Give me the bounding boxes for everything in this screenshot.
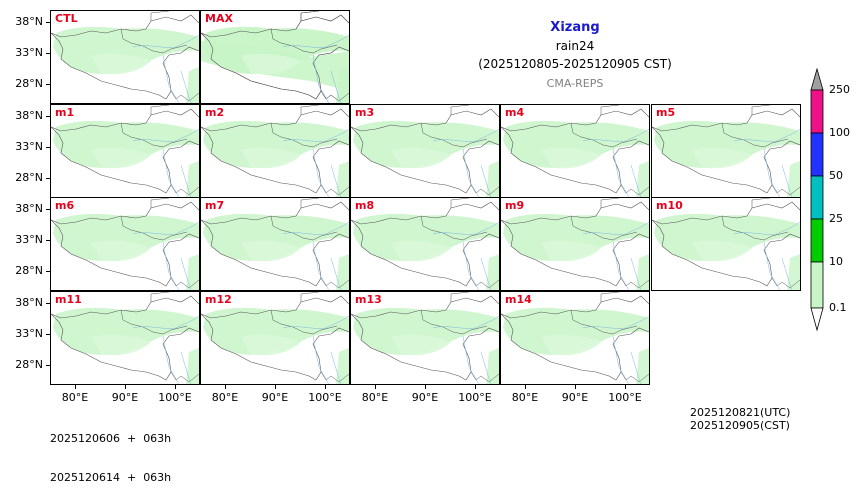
panel-m14: m14 (500, 291, 650, 385)
ytick-label: 28°N (15, 77, 43, 90)
panel-label: m1 (55, 106, 75, 119)
ytick-label: 38°N (15, 109, 43, 122)
panel-ctl: CTL (50, 10, 200, 104)
xtick-label: 100°E (608, 391, 642, 404)
xtick-label: 100°E (308, 391, 342, 404)
panel-m4: m4 (500, 104, 650, 198)
panel-label: m5 (656, 106, 676, 119)
panel-label: m3 (355, 106, 375, 119)
panel-m9: m9 (500, 197, 650, 291)
panel-m7: m7 (200, 197, 350, 291)
region-title: Xizang (550, 20, 600, 35)
source-title: CMA-REPS (546, 77, 604, 90)
map-plot (201, 11, 349, 103)
panel-label: m7 (205, 199, 225, 212)
panel-label: m13 (355, 293, 382, 306)
chart-title: Xizang rain24 (2025120805-2025120905 CST… (440, 20, 710, 92)
init-info: 2025120606 + 063h 2025120614 + 063h (50, 406, 171, 497)
ytick-label: 33°N (15, 140, 43, 153)
xtick-label: 80°E (61, 391, 89, 404)
ytick-label: 38°N (15, 202, 43, 215)
xtick-label: 90°E (261, 391, 289, 404)
xtick-label: 90°E (411, 391, 439, 404)
colorbar-label: 50 (829, 169, 843, 182)
panel-label: m10 (656, 199, 683, 212)
period-title: (2025120805-2025120905 CST) (478, 57, 672, 71)
colorbar-label: 25 (829, 212, 843, 225)
xtick-label: 80°E (211, 391, 239, 404)
panel-max: MAX (200, 10, 350, 104)
panel-m1: m1 (50, 104, 200, 198)
panel-label: CTL (55, 12, 78, 25)
panel-m5: m5 (651, 104, 801, 198)
panel-label: m4 (505, 106, 525, 119)
panel-m3: m3 (350, 104, 500, 198)
colorbar-label: 0.1 (829, 301, 847, 314)
panel-label: m2 (205, 106, 225, 119)
panel-m8: m8 (350, 197, 500, 291)
init-line-1: 2025120606 + 063h (50, 432, 172, 445)
ytick-label: 33°N (15, 46, 43, 59)
panel-m11: m11 (50, 291, 200, 385)
panel-label: m14 (505, 293, 532, 306)
xtick-label: 100°E (458, 391, 492, 404)
ytick-label: 28°N (15, 358, 43, 371)
xtick-label: 90°E (111, 391, 139, 404)
panel-label: m6 (55, 199, 75, 212)
panel-label: m8 (355, 199, 375, 212)
colorbar-label: 10 (829, 255, 843, 268)
panel-m13: m13 (350, 291, 500, 385)
variable-title: rain24 (555, 39, 595, 53)
colorbar-label: 250 (829, 83, 850, 96)
xtick-label: 80°E (511, 391, 539, 404)
panel-label: MAX (205, 12, 233, 25)
panel-m10: m10 (651, 197, 801, 291)
valid-cst: 2025120905(CST) (690, 419, 790, 432)
init-line-2: 2025120614 + 063h (50, 471, 172, 484)
ytick-label: 38°N (15, 296, 43, 309)
panel-m12: m12 (200, 291, 350, 385)
panel-label: m12 (205, 293, 232, 306)
ytick-label: 28°N (15, 171, 43, 184)
xtick-label: 80°E (361, 391, 389, 404)
colorbar-label: 100 (829, 126, 850, 139)
ytick-label: 38°N (15, 15, 43, 28)
xtick-label: 90°E (561, 391, 589, 404)
panel-label: m9 (505, 199, 525, 212)
xtick-label: 100°E (158, 391, 192, 404)
valid-utc: 2025120821(UTC) (690, 406, 791, 419)
colorbar (810, 68, 824, 332)
panel-m6: m6 (50, 197, 200, 291)
ytick-label: 33°N (15, 233, 43, 246)
ytick-label: 33°N (15, 327, 43, 340)
panel-m2: m2 (200, 104, 350, 198)
valid-info: 2025120821(UTC) 2025120905(CST) (690, 406, 790, 432)
ytick-label: 28°N (15, 264, 43, 277)
panel-label: m11 (55, 293, 82, 306)
